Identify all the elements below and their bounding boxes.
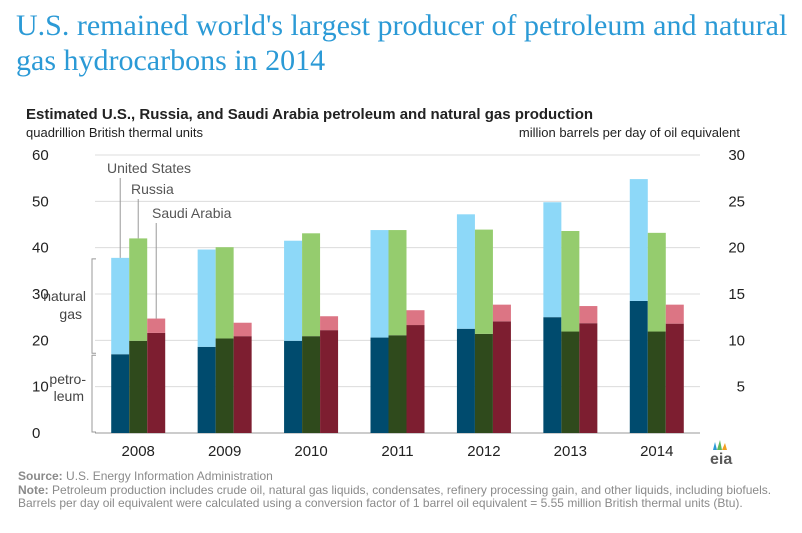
note-text: Petroleum production includes crude oil,… bbox=[18, 482, 772, 510]
bar-us-petroleum-2009 bbox=[197, 346, 216, 433]
bar-russia-petroleum-2008 bbox=[129, 340, 148, 433]
bar-saudi-petroleum-2013 bbox=[579, 323, 598, 433]
x-tick-label: 2011 bbox=[381, 443, 413, 460]
bar-saudi-petroleum-2011 bbox=[406, 325, 425, 433]
right-axis-unit: million barrels per day of oil equivalen… bbox=[518, 125, 740, 140]
bar-saudi-gas-2012 bbox=[492, 304, 511, 322]
bar-us-gas-2010 bbox=[284, 240, 303, 341]
bar-saudi-petroleum-2009 bbox=[233, 336, 252, 433]
bracket-petroleum bbox=[91, 354, 96, 433]
x-tick-label: 2012 bbox=[467, 443, 500, 460]
series-label-us: United States bbox=[107, 160, 191, 176]
bar-russia-gas-2008 bbox=[129, 238, 148, 341]
annotation-natural-gas-line1: natural bbox=[43, 288, 86, 304]
bar-us-petroleum-2013 bbox=[543, 317, 562, 433]
x-tick-label: 2013 bbox=[554, 443, 587, 460]
source-text: U.S. Energy Information Administration bbox=[66, 469, 273, 483]
bar-russia-gas-2012 bbox=[474, 229, 493, 334]
bracket-natural-gas bbox=[91, 258, 96, 354]
annotation-petroleum-line2: leum bbox=[54, 388, 84, 404]
bar-us-petroleum-2008 bbox=[111, 354, 130, 433]
source-note: Source: U.S. Energy Information Administ… bbox=[18, 469, 788, 511]
bar-russia-petroleum-2011 bbox=[388, 335, 407, 433]
bar-russia-petroleum-2009 bbox=[215, 338, 234, 433]
bar-us-petroleum-2012 bbox=[456, 328, 475, 433]
annotation-natural-gas-line2: gas bbox=[59, 306, 82, 322]
y2-tick-label: 10 bbox=[728, 332, 745, 349]
bar-us-petroleum-2011 bbox=[370, 337, 389, 433]
bar-saudi-gas-2011 bbox=[406, 310, 425, 326]
bar-russia-petroleum-2014 bbox=[647, 331, 666, 433]
y2-tick-label: 20 bbox=[728, 240, 745, 257]
source-line: Source: U.S. Energy Information Administ… bbox=[18, 469, 788, 484]
x-tick-label: 2014 bbox=[640, 443, 673, 460]
headline: U.S. remained world's largest producer o… bbox=[16, 9, 788, 77]
bar-us-gas-2011 bbox=[370, 230, 389, 338]
bar-russia-gas-2014 bbox=[647, 232, 666, 332]
y-tick-label: 40 bbox=[32, 240, 49, 257]
x-tick-label: 2009 bbox=[208, 443, 241, 460]
bar-russia-gas-2009 bbox=[215, 247, 234, 339]
bar-russia-gas-2013 bbox=[561, 230, 580, 332]
y2-tick-label: 15 bbox=[728, 286, 745, 303]
series-label-russia: Russia bbox=[131, 181, 174, 197]
left-axis-unit: quadrillion British thermal units bbox=[26, 125, 204, 140]
y2-tick-label: 25 bbox=[728, 193, 745, 210]
bar-us-gas-2008 bbox=[111, 257, 130, 355]
y-tick-label: 10 bbox=[32, 379, 49, 396]
logo-flame-orange bbox=[722, 443, 727, 450]
y-tick-label: 30 bbox=[32, 286, 49, 303]
bar-russia-gas-2011 bbox=[388, 230, 407, 336]
y-tick-label: 50 bbox=[32, 193, 49, 210]
bar-russia-petroleum-2013 bbox=[561, 331, 580, 433]
bar-russia-petroleum-2012 bbox=[474, 333, 493, 433]
bar-saudi-gas-2013 bbox=[579, 306, 598, 324]
bar-us-petroleum-2014 bbox=[629, 300, 648, 433]
bar-us-petroleum-2010 bbox=[284, 340, 303, 433]
x-tick-label: 2008 bbox=[122, 443, 155, 460]
y2-tick-label: 5 bbox=[737, 379, 745, 396]
note-line: Note: Petroleum production includes crud… bbox=[18, 482, 788, 511]
bar-saudi-gas-2010 bbox=[320, 316, 339, 331]
logo-flame-green bbox=[717, 440, 722, 450]
bar-russia-gas-2010 bbox=[302, 233, 321, 337]
logo-flame-blue bbox=[713, 442, 717, 450]
bar-saudi-petroleum-2012 bbox=[492, 321, 511, 433]
bar-saudi-petroleum-2014 bbox=[665, 323, 684, 433]
chart-title: Estimated U.S., Russia, and Saudi Arabia… bbox=[26, 106, 594, 123]
bar-saudi-gas-2009 bbox=[233, 322, 252, 337]
bar-russia-petroleum-2010 bbox=[302, 336, 321, 433]
note-label: Note: bbox=[18, 482, 49, 497]
y2-tick-label: 30 bbox=[728, 147, 745, 164]
series-label-saudi: Saudi Arabia bbox=[152, 205, 232, 221]
y-tick-label: 20 bbox=[32, 332, 49, 349]
source-label: Source: bbox=[18, 469, 63, 483]
bar-saudi-gas-2014 bbox=[665, 304, 684, 324]
logo-text: eia bbox=[710, 451, 732, 466]
bar-us-gas-2013 bbox=[543, 202, 562, 318]
eia-logo: eia bbox=[706, 438, 746, 471]
bar-us-gas-2009 bbox=[197, 249, 216, 347]
annotation-petroleum-line1: petro- bbox=[49, 371, 86, 387]
x-tick-label: 2010 bbox=[294, 443, 327, 460]
y-tick-label: 0 bbox=[32, 425, 40, 442]
production-chart: 0 10 20 30 40 50 60 5 10 15 20 25 30 2008 2009 2010 2011… bbox=[32, 147, 745, 460]
bar-us-gas-2014 bbox=[629, 179, 648, 301]
bar-saudi-petroleum-2010 bbox=[320, 330, 339, 433]
bar-saudi-petroleum-2008 bbox=[147, 332, 166, 433]
bar-saudi-gas-2008 bbox=[147, 318, 166, 333]
bar-us-gas-2012 bbox=[456, 214, 475, 329]
y-tick-label: 60 bbox=[32, 147, 49, 164]
